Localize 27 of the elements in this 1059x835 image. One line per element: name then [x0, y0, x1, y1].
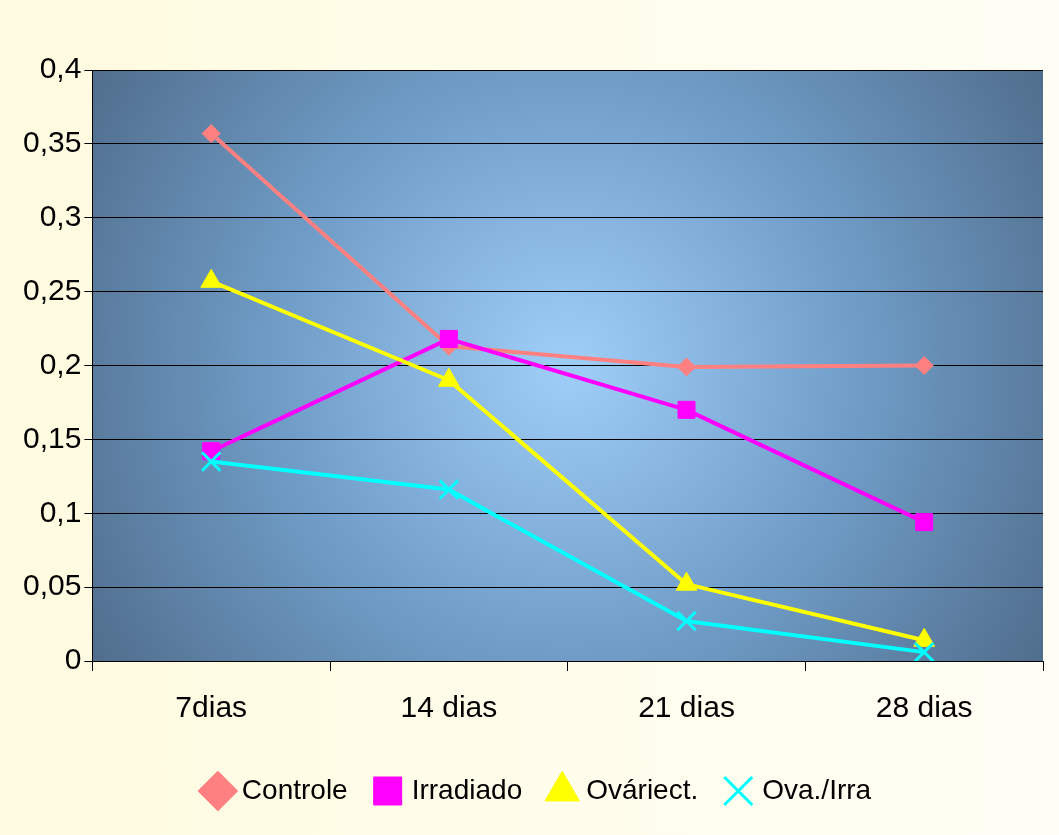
- y-tick-label: 0,35: [23, 125, 82, 159]
- x-tick-label: 21 dias: [638, 690, 735, 724]
- y-tick-label: 0: [64, 642, 82, 676]
- legend-label: Irradiado: [411, 773, 523, 805]
- point: [914, 356, 934, 375]
- y-tick-label: 0,1: [39, 494, 82, 528]
- legend-label: Controle: [241, 773, 348, 805]
- x-tick-label: 28 dias: [875, 690, 973, 724]
- x-tick-label: 7dias: [175, 690, 248, 724]
- x-tick-label: 14 dias: [400, 690, 498, 724]
- point: [913, 641, 935, 661]
- y-tick-label: 0,15: [23, 420, 82, 454]
- point: [438, 478, 460, 501]
- point: [915, 513, 934, 532]
- y-tick-label: 0,3: [39, 199, 82, 233]
- legend-label: Ova./Irra: [762, 773, 872, 805]
- point: [201, 124, 221, 144]
- legend-label: Ováriect.: [586, 773, 699, 805]
- y-tick-label: 0,4: [39, 51, 82, 85]
- y-tick-label: 0,2: [39, 346, 82, 380]
- point: [677, 357, 697, 377]
- y-tick-label: 0,25: [23, 272, 82, 306]
- point: [677, 400, 696, 419]
- point: [200, 450, 222, 473]
- point: [439, 329, 458, 348]
- point: [675, 610, 698, 632]
- y-tick-label: 0,05: [23, 568, 82, 602]
